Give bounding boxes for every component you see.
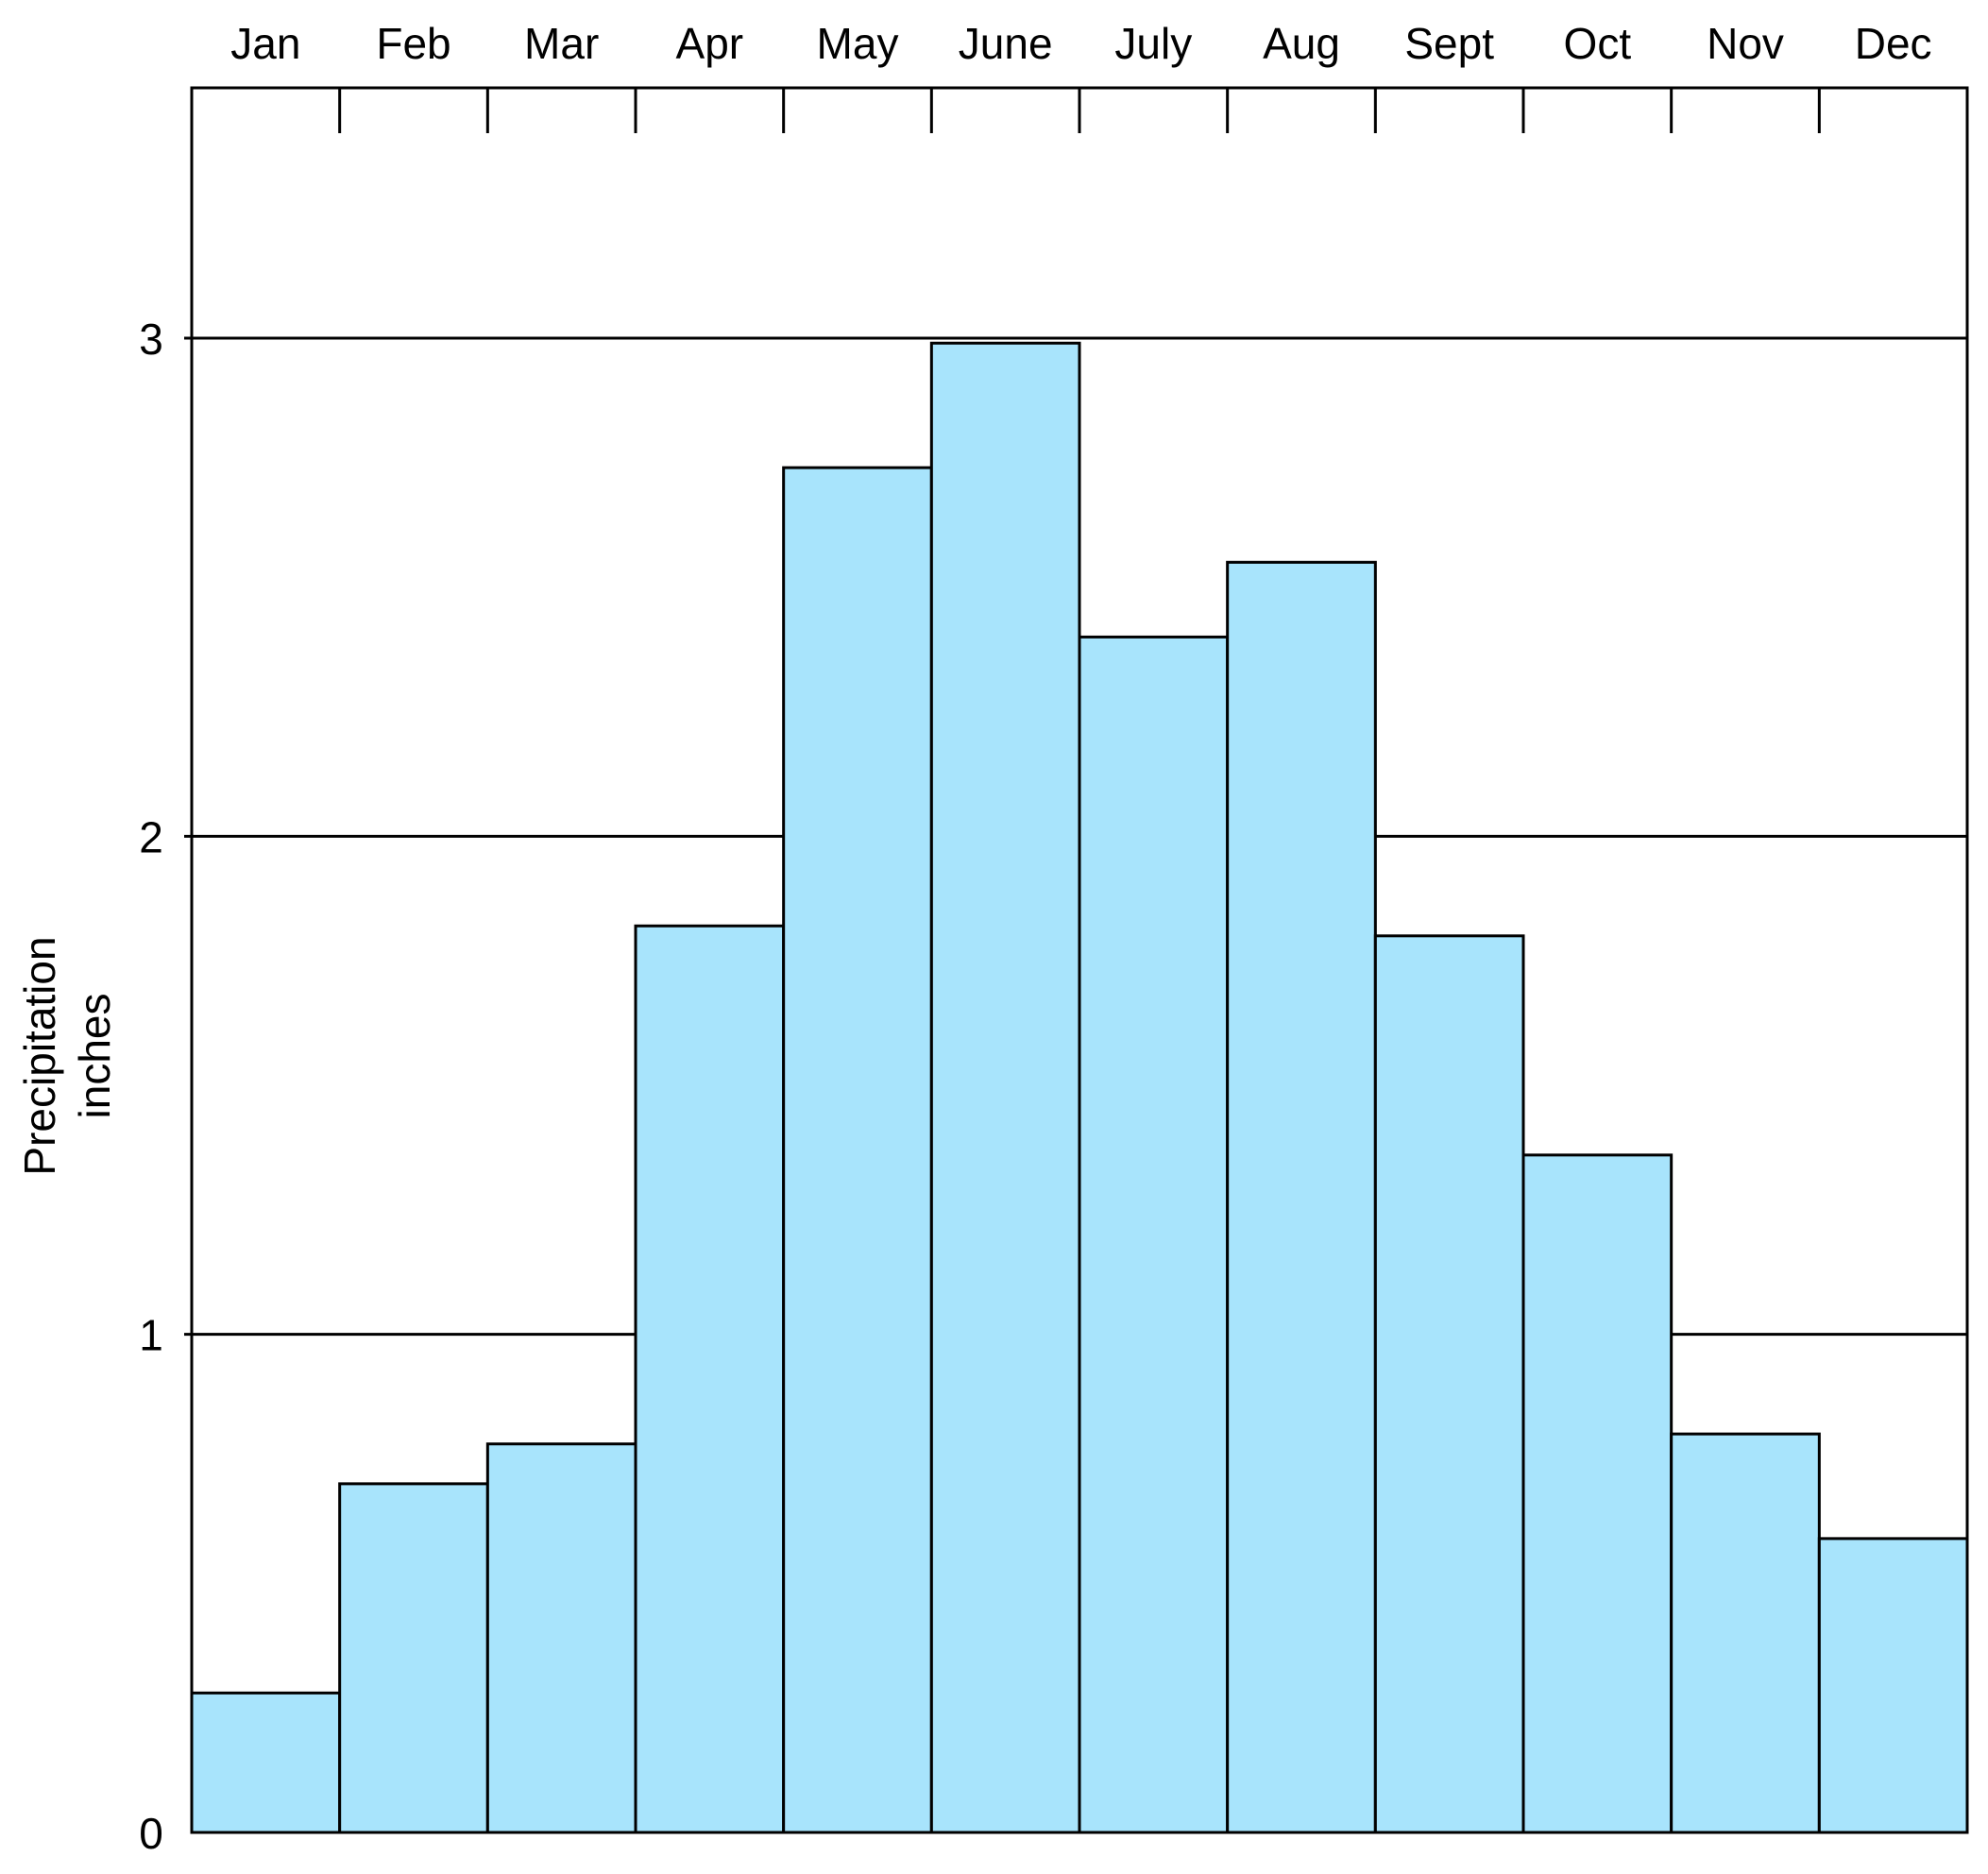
bar-july — [1078, 635, 1230, 1834]
month-ticks — [338, 88, 1821, 133]
y-axis-title-line: inches — [70, 994, 119, 1119]
bar-jan — [190, 1691, 342, 1834]
bar-june — [929, 341, 1081, 1834]
month-label-aug: Aug — [1263, 19, 1340, 68]
bar-nov — [1670, 1432, 1821, 1834]
y-axis-title: Precipitation inches — [15, 936, 119, 1175]
month-label-sept: Sept — [1404, 19, 1494, 68]
month-label-oct: Oct — [1564, 19, 1632, 68]
labels: 0 1 2 3 Jan Feb Mar Apr May June July Aug Sept Oct Nov… — [15, 19, 1932, 1858]
month-label-dec: Dec — [1855, 19, 1932, 68]
y-tick-label: 0 — [139, 1809, 163, 1858]
y-axis-title-line: Precipitation — [15, 936, 64, 1175]
month-label-feb: Feb — [376, 19, 450, 68]
y-tick-label: 3 — [139, 315, 163, 364]
month-label-apr: Apr — [676, 19, 744, 68]
month-label-jan: Jan — [230, 19, 300, 68]
month-label-may: May — [817, 19, 899, 68]
month-label-july: July — [1114, 19, 1192, 68]
y-tick-label: 2 — [139, 812, 163, 861]
bar-sept — [1373, 934, 1525, 1834]
bars — [190, 341, 1969, 1834]
bar-mar — [485, 1442, 637, 1834]
bar-feb — [338, 1482, 489, 1834]
month-label-nov: Nov — [1707, 19, 1784, 68]
bar-oct — [1521, 1153, 1674, 1834]
bar-apr — [634, 924, 786, 1834]
bar-may — [782, 466, 933, 1834]
month-label-june: June — [959, 19, 1053, 68]
bar-dec — [1817, 1537, 1969, 1834]
bar-aug — [1226, 560, 1377, 1834]
month-label-mar: Mar — [524, 19, 599, 68]
y-tick-label: 1 — [139, 1311, 163, 1360]
